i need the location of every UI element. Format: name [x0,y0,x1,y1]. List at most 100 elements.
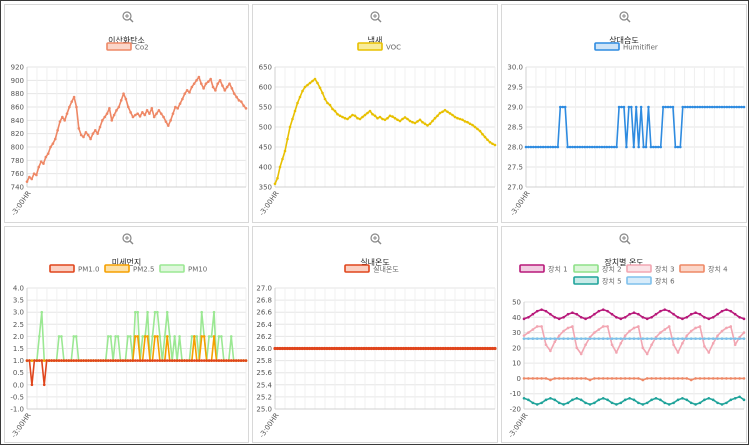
data-point [229,335,233,338]
zoom-icon[interactable] [617,9,633,25]
data-point [676,377,680,380]
data-point [411,120,414,124]
data-point [729,377,733,380]
data-point [82,135,85,139]
zoom-icon[interactable] [120,231,136,247]
data-point [298,95,302,99]
data-point [711,377,715,380]
data-point [165,310,169,314]
zoom-icon[interactable] [368,231,384,247]
data-point [146,335,149,338]
data-point [733,343,737,347]
data-point [131,359,135,362]
y-tick-label: -0.5 [10,393,24,401]
y-tick-label: 26.6 [256,309,272,317]
data-point [326,101,329,105]
data-point [311,79,314,83]
data-point [159,112,163,115]
data-point [200,310,204,314]
data-point [593,145,596,149]
series-Humitifier [524,105,746,149]
data-point [367,346,371,351]
data-point [544,377,548,380]
data-point [220,335,223,338]
data-point [377,346,381,351]
y-tick-label: -10 [510,390,521,398]
data-point [676,145,680,149]
data-point [156,310,159,314]
data-point [195,359,199,362]
data-point [399,346,403,351]
data-point [659,398,662,402]
data-point [601,397,605,400]
data-point [488,346,492,351]
zoom-icon[interactable] [120,9,136,25]
data-point [703,398,706,402]
data-point [593,312,596,316]
data-point [681,317,684,321]
data-point [733,337,737,340]
legend-item: 장치 1 [519,264,568,274]
legend-swatch [49,264,75,273]
data-point [99,359,103,362]
data-point [584,401,587,405]
data-point [209,77,212,81]
legend-swatch [159,264,185,273]
data-point [532,145,535,149]
legend-label: 장치 4 [708,265,728,274]
data-point [527,398,530,402]
data-point [531,401,535,405]
data-point [103,115,107,119]
data-point [178,359,181,362]
data-point [557,334,561,337]
data-point [581,145,584,149]
y-tick-label: 28.0 [507,144,523,152]
data-point [242,104,245,107]
data-point [579,352,583,356]
data-point [645,401,649,405]
data-point [628,329,631,333]
data-point [544,343,548,347]
data-point [451,346,455,351]
data-point [742,337,746,340]
data-point [549,312,552,316]
data-point [708,105,712,109]
data-point [568,145,572,149]
data-point [527,377,530,380]
data-point [126,105,130,109]
y-tick-label: -20 [510,406,521,414]
zoom-icon[interactable] [617,231,633,247]
data-point [72,95,76,99]
zoom-icon[interactable] [368,9,384,25]
data-point [273,182,277,186]
data-point [202,335,206,338]
legend-label: 장치 1 [548,265,568,274]
data-point [158,359,162,362]
data-point [478,129,482,133]
data-point [111,359,115,362]
data-point [522,377,526,380]
data-point [473,125,477,129]
data-point [168,359,172,362]
data-point [52,359,56,362]
data-point [588,145,591,149]
data-point [331,107,334,111]
data-point [535,337,539,340]
data-point [35,359,39,362]
data-point [527,337,530,340]
data-point [628,377,631,380]
data-point [650,315,653,319]
data-point [134,113,137,117]
data-point [141,335,144,338]
data-point [244,107,248,110]
legend-item: PM10 [159,264,207,274]
data-point [588,337,592,340]
data-point [729,337,733,340]
data-point [698,325,702,328]
data-point [42,383,46,387]
legend-item: 장치 6 [626,276,675,286]
data-point [281,157,284,161]
data-point [527,315,530,319]
data-point [152,115,156,119]
data-point [105,112,109,115]
